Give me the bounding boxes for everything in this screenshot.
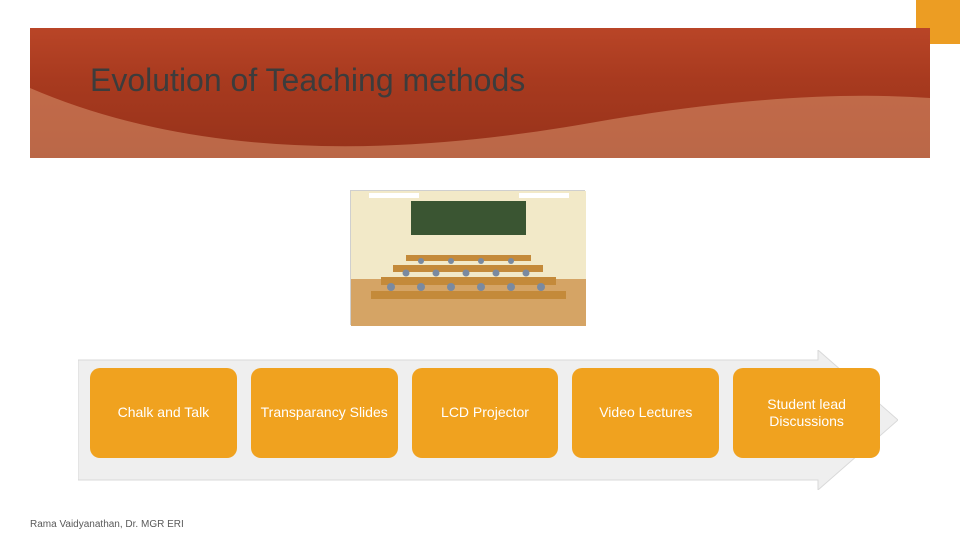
slide: Evolution of Teaching methods: [0, 0, 960, 540]
box-label: Chalk and Talk: [118, 404, 210, 422]
box-chalk-and-talk: Chalk and Talk: [90, 368, 237, 458]
footer-text: Rama Vaidyanathan, Dr. MGR ERI: [30, 519, 184, 530]
box-label: Transparancy Slides: [261, 404, 388, 422]
box-video-lectures: Video Lectures: [572, 368, 719, 458]
classroom-image: [350, 190, 585, 325]
box-label: Video Lectures: [599, 404, 692, 422]
box-lcd-projector: LCD Projector: [412, 368, 559, 458]
box-transparancy-slides: Transparancy Slides: [251, 368, 398, 458]
box-label: LCD Projector: [441, 404, 529, 422]
boxes-row: Chalk and Talk Transparancy Slides LCD P…: [90, 368, 880, 458]
page-title: Evolution of Teaching methods: [90, 62, 525, 99]
box-student-lead-discussions: Student lead Discussions: [733, 368, 880, 458]
box-label: Student lead Discussions: [741, 396, 872, 431]
